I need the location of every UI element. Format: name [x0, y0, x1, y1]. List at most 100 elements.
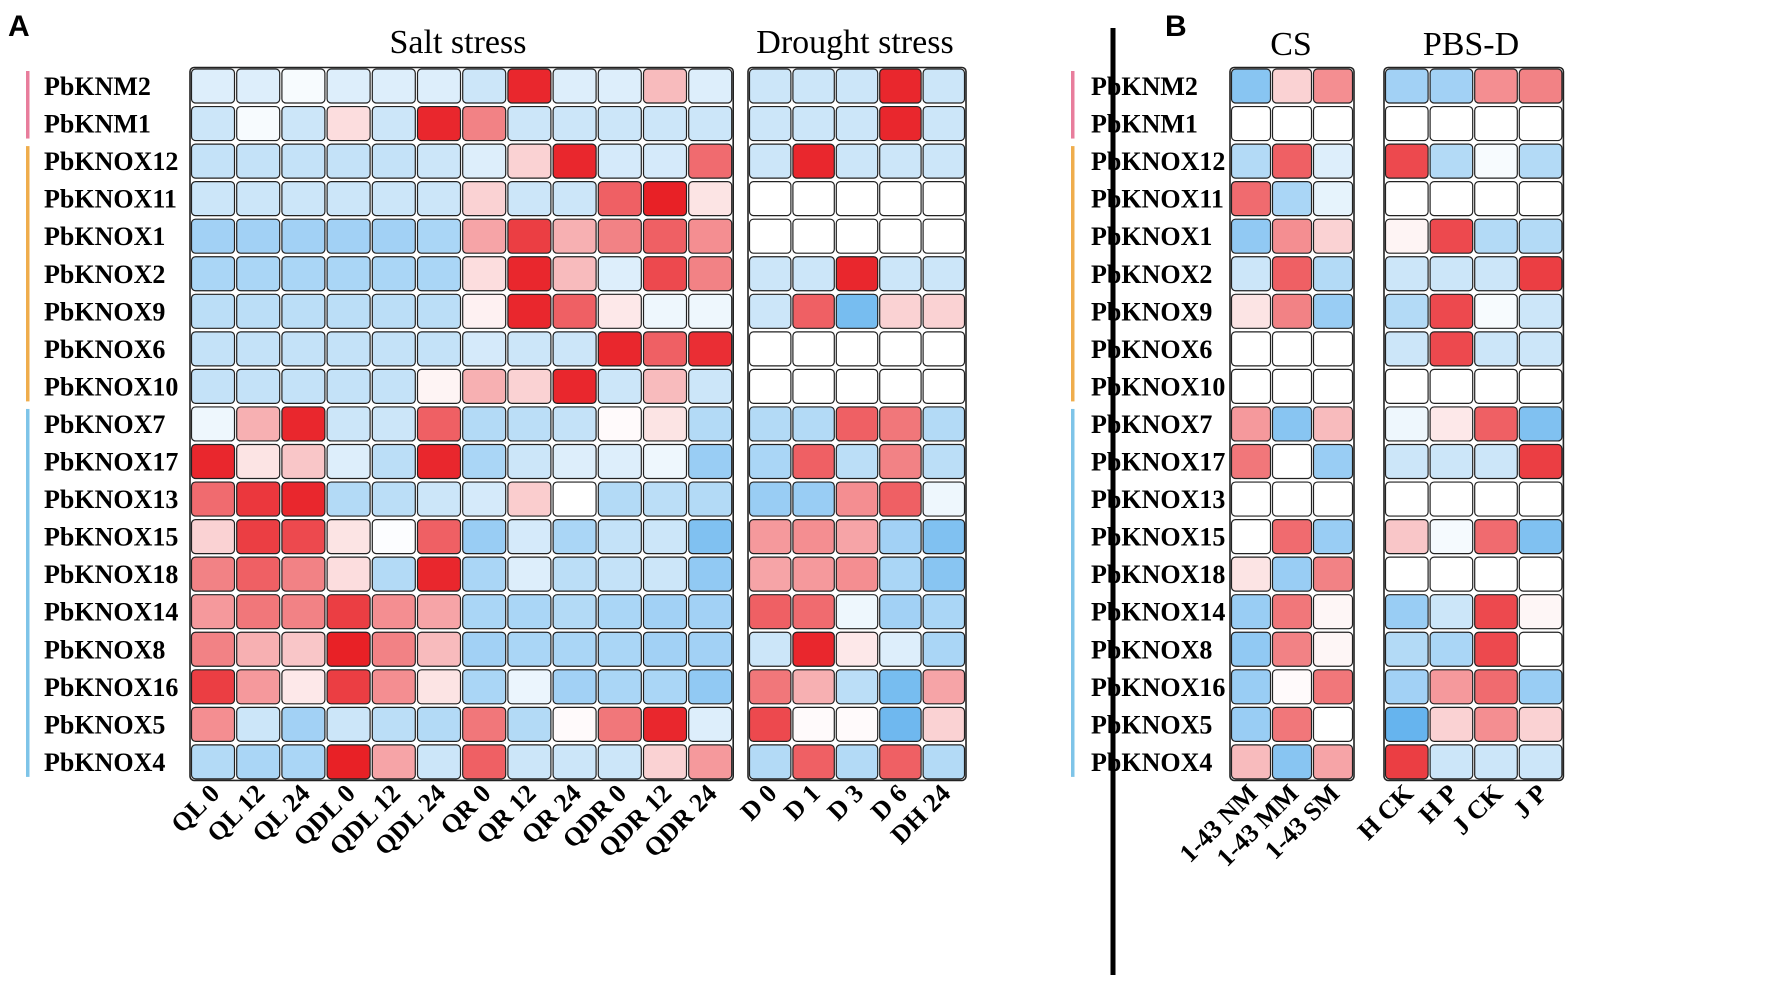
heatmap-cell-salt-stress-pbknox11-qr-12 [507, 181, 552, 217]
heatmap-cell-cs-pbknox13-1-43-mm [1271, 481, 1313, 517]
heatmap-cell-drought-stress-pbknox4-d-1 [792, 744, 835, 780]
heatmap-cell-drought-stress-pbknox8-d-0 [748, 631, 792, 667]
heatmap-cell-cs-pbknm1-1-43-nm [1230, 105, 1272, 142]
group-bar-knox2-b [1071, 408, 1075, 777]
heatmap-cell-salt-stress-pbknox14-qdl-0 [326, 594, 371, 630]
heatmap-cell-pbs-d-pbknox18-j-p [1518, 556, 1563, 592]
heatmap-cell-salt-stress-pbknox14-qdl-12 [371, 594, 416, 630]
heatmap-cell-drought-stress-pbknox8-d-3 [835, 631, 879, 667]
heatmap-cell-salt-stress-pbknox17-qr-24 [552, 443, 597, 480]
heatmap-cell-salt-stress-pbknm1-qdl-0 [326, 105, 371, 142]
gene-label-pbknox2-b: PbKNOX2 [1091, 260, 1212, 289]
heatmap-cell-pbs-d-pbknox13-h-p [1429, 481, 1474, 517]
heatmap-cell-drought-stress-pbknox1-d-3 [835, 218, 879, 254]
heatmap-cell-salt-stress-pbknox13-qdl-24 [416, 481, 462, 517]
heatmap-cell-salt-stress-pbknox13-qdr-12 [642, 481, 688, 517]
heatmap-cell-drought-stress-pbknox1-d-6 [879, 218, 922, 254]
heatmap-cell-salt-stress-pbknox15-qr-0 [462, 518, 507, 555]
heatmap-cell-cs-pbknox10-1-43-sm [1312, 368, 1354, 404]
heatmap-cell-cs-pbknox7-1-43-nm [1230, 406, 1272, 442]
heatmap-cell-salt-stress-pbknox7-qdl-12 [371, 406, 416, 442]
heatmap-cell-salt-stress-pbknox8-qr-0 [462, 631, 507, 667]
heatmap-cell-salt-stress-pbknox7-qr-24 [552, 406, 597, 442]
heatmap-cell-drought-stress-pbknox9-dh-24 [922, 293, 966, 329]
heatmap-cell-salt-stress-pbknox9-qdl-12 [371, 293, 416, 329]
heatmap-cell-salt-stress-pbknox17-qdr-24 [688, 443, 733, 480]
heatmap-cell-drought-stress-pbknox10-dh-24 [922, 368, 966, 404]
heatmap-cell-drought-stress-pbknox16-d-6 [879, 669, 922, 705]
heatmap-cell-salt-stress-pbknox17-qdl-12 [371, 443, 416, 480]
heatmap-cell-cs-pbknox2-1-43-mm [1271, 256, 1313, 292]
heatmap-cell-drought-stress-pbknox6-d-6 [879, 331, 922, 367]
heatmap-cell-salt-stress-pbknox12-ql-24 [281, 143, 326, 179]
heatmap-cell-cs-pbknox12-1-43-nm [1230, 143, 1272, 179]
heatmap-cell-pbs-d-pbknox9-j-ck [1474, 293, 1518, 329]
heatmap-cell-cs-pbknox12-1-43-sm [1312, 143, 1354, 179]
heatmap-cell-salt-stress-pbknox17-qdr-12 [642, 443, 688, 480]
heatmap-cell-pbs-d-pbknox16-h-p [1429, 669, 1474, 705]
heatmap-cell-cs-pbknox9-1-43-mm [1271, 293, 1313, 329]
heatmap-cell-cs-pbknox17-1-43-mm [1271, 443, 1313, 480]
heatmap-cell-salt-stress-pbknox18-qr-24 [552, 556, 597, 592]
gene-label-pbknox8-a: PbKNOX8 [44, 635, 165, 664]
heatmap-cell-pbs-d-pbknox9-h-ck [1384, 293, 1429, 329]
heatmap-cell-pbs-d-pbknox2-j-p [1518, 256, 1563, 292]
heatmap-cell-pbs-d-pbknox8-h-p [1429, 631, 1474, 667]
gene-label-pbknm1-a: PbKNM1 [44, 110, 151, 139]
heatmap-cell-salt-stress-pbknox6-qdl-0 [326, 331, 371, 367]
heatmap-cell-salt-stress-pbknm1-qr-12 [507, 105, 552, 142]
heatmap-cell-salt-stress-pbknox8-qdr-24 [688, 631, 733, 667]
heatmap-cell-pbs-d-pbknox6-h-ck [1384, 331, 1429, 367]
heatmap-cell-salt-stress-pbknox6-qdl-24 [416, 331, 462, 367]
heatmap-cell-cs-pbknox8-1-43-sm [1312, 631, 1354, 667]
heatmap-cell-drought-stress-pbknox15-d-0 [748, 518, 792, 555]
gene-label-pbknox9-a: PbKNOX9 [44, 297, 165, 326]
heatmap-cell-drought-stress-pbknox15-d-3 [835, 518, 879, 555]
heatmap-cell-salt-stress-pbknox7-qr-0 [462, 406, 507, 442]
heatmap-cell-pbs-d-pbknm2-h-p [1429, 68, 1474, 104]
heatmap-cell-drought-stress-pbknox2-d-3 [835, 256, 879, 292]
heatmap-cell-pbs-d-pbknox2-h-ck [1384, 256, 1429, 292]
gene-label-pbknox10-a: PbKNOX10 [44, 372, 178, 401]
heatmap-cell-cs-pbknox17-1-43-sm [1312, 443, 1354, 480]
heatmap-cell-cs-pbknox18-1-43-sm [1312, 556, 1354, 592]
heatmap-cell-salt-stress-pbknox10-ql-12 [236, 368, 281, 404]
heatmap-cell-pbs-d-pbknox14-h-ck [1384, 594, 1429, 630]
heatmap-cell-salt-stress-pbknox4-qdl-24 [416, 744, 462, 780]
heatmap-cell-pbs-d-pbknox11-j-p [1518, 181, 1563, 217]
heatmap-cell-cs-pbknm1-1-43-sm [1312, 105, 1354, 142]
heatmap-cell-pbs-d-pbknox12-j-p [1518, 143, 1563, 179]
heatmap-cell-salt-stress-pbknox11-qdr-24 [688, 181, 733, 217]
heatmap-cell-pbs-d-pbknox15-h-ck [1384, 518, 1429, 555]
heatmap-cell-salt-stress-pbknox10-qr-0 [462, 368, 507, 404]
heatmap-cell-pbs-d-pbknox5-j-ck [1474, 706, 1518, 742]
heatmap-cell-salt-stress-pbknox9-ql-12 [236, 293, 281, 329]
heatmap-cell-salt-stress-pbknox15-ql-12 [236, 518, 281, 555]
gene-label-pbknox5-a: PbKNOX5 [44, 710, 165, 739]
heatmap-cell-drought-stress-pbknox13-d-6 [879, 481, 922, 517]
heatmap-cell-cs-pbknox18-1-43-mm [1271, 556, 1313, 592]
heatmap-cell-cs-pbknox11-1-43-mm [1271, 181, 1313, 217]
heatmap-cell-salt-stress-pbknox7-qr-12 [507, 406, 552, 442]
heatmap-cell-drought-stress-pbknox8-d-1 [792, 631, 835, 667]
heatmap-cell-salt-stress-pbknox10-qdl-0 [326, 368, 371, 404]
heatmap-cell-salt-stress-pbknox1-ql-24 [281, 218, 326, 254]
heatmap-cell-salt-stress-pbknm2-qdr-0 [597, 68, 642, 104]
heatmap-cell-drought-stress-pbknox12-dh-24 [922, 143, 966, 179]
heatmap-cell-pbs-d-pbknox13-j-ck [1474, 481, 1518, 517]
heatmap-cell-pbs-d-pbknox16-h-ck [1384, 669, 1429, 705]
heatmap-cell-pbs-d-pbknox1-h-p [1429, 218, 1474, 254]
heatmap-cell-salt-stress-pbknox5-qr-12 [507, 706, 552, 742]
heatmap-cell-cs-pbknox2-1-43-sm [1312, 256, 1354, 292]
heatmap-cell-drought-stress-pbknm2-d-3 [835, 68, 879, 104]
heatmap-cell-salt-stress-pbknox12-qdl-24 [416, 143, 462, 179]
heatmap-cell-salt-stress-pbknox18-qdl-12 [371, 556, 416, 592]
heatmap-cell-salt-stress-pbknox18-qdr-12 [642, 556, 688, 592]
heatmap-cell-pbs-d-pbknox7-j-ck [1474, 406, 1518, 442]
heatmap-cell-cs-pbknox6-1-43-sm [1312, 331, 1354, 367]
heatmap-cell-drought-stress-pbknox15-d-1 [792, 518, 835, 555]
heatmap-cell-drought-stress-pbknox16-d-3 [835, 669, 879, 705]
gene-label-pbknox7-a: PbKNOX7 [44, 410, 165, 439]
group-bar-knm-b [1071, 71, 1075, 139]
heatmap-cell-salt-stress-pbknm1-qdr-0 [597, 105, 642, 142]
